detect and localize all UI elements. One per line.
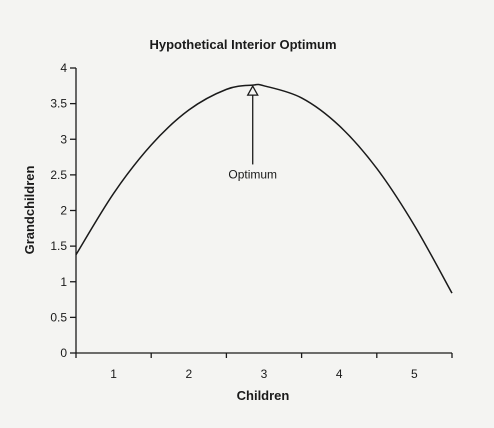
y-tick-label: 2 <box>60 204 67 218</box>
optimum-arrow-head <box>246 84 259 96</box>
x-tick-label: 1 <box>110 367 117 381</box>
x-tick-label: 4 <box>336 367 343 381</box>
y-tick-label: 1 <box>60 275 67 289</box>
y-tick-label: 0 <box>60 346 67 360</box>
x-axis-label: Children <box>237 388 290 403</box>
y-tick-label: 1.5 <box>50 239 67 253</box>
y-tick-label: 2.5 <box>50 168 67 182</box>
plot-area: 0 0.5 1 1.5 2 2.5 3 3.5 4 1 2 3 4 5 Optimum <box>50 61 453 381</box>
x-tick-label: 2 <box>185 367 192 381</box>
x-tick-label: 5 <box>411 367 418 381</box>
chart-title: Hypothetical Interior Optimum <box>149 37 336 52</box>
y-tick-label: 3.5 <box>50 97 67 111</box>
y-tick-label: 4 <box>60 61 67 75</box>
y-axis-label: Grandchildren <box>22 166 37 255</box>
y-tick-label: 0.5 <box>50 310 67 324</box>
optimum-label: Optimum <box>228 167 277 181</box>
x-tick-label: 3 <box>261 367 268 381</box>
y-tick-label: 3 <box>60 132 67 146</box>
series-line <box>75 83 453 294</box>
